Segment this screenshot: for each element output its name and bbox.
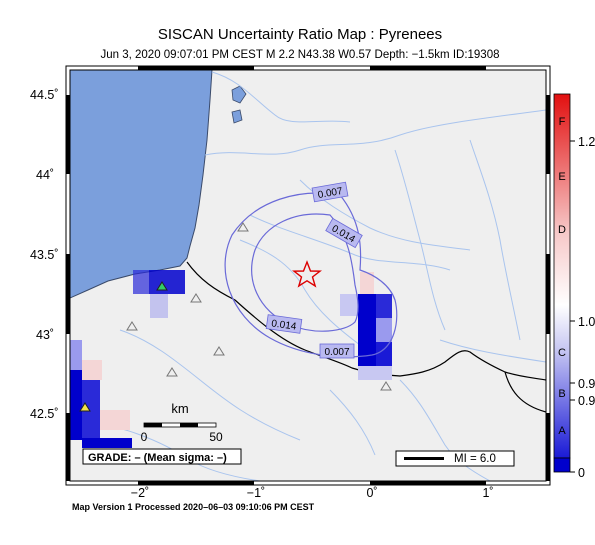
colorbar-letter: C <box>558 347 566 359</box>
scale-bar-right: 50 <box>209 430 223 444</box>
lon-tick-label: 1˚ <box>482 486 493 500</box>
lon-tick-label: 0˚ <box>366 486 377 500</box>
lat-tick-label: 42.5˚ <box>30 407 59 421</box>
colorbar-letter: A <box>558 425 566 437</box>
star-icon <box>292 260 322 288</box>
uncertainty-cells <box>70 270 392 448</box>
station-markers <box>79 222 392 412</box>
colorbar-zero-swatch <box>553 457 571 473</box>
scale-bar-left: 0 <box>141 430 148 444</box>
colorbar-letter: F <box>559 116 566 128</box>
lake-2 <box>231 109 243 124</box>
lat-tick-label: 43˚ <box>36 328 54 342</box>
cell <box>70 370 82 440</box>
contour-label-box <box>319 343 355 359</box>
lake-1 <box>231 85 247 104</box>
bay-of-biscay-sea <box>70 70 213 299</box>
lon-tick-label: −1˚ <box>247 486 265 500</box>
colorbar-value: 0 <box>578 466 585 480</box>
cell <box>358 366 392 380</box>
coastline-east <box>504 371 546 413</box>
colorbar-letter: B <box>558 388 565 400</box>
scale-bar: km 0 50 <box>141 401 223 444</box>
triangle-icon <box>126 321 138 331</box>
grade-box: GRADE: – (Mean sigma: –) <box>82 448 242 465</box>
cell <box>376 342 392 366</box>
triangle-icon <box>79 402 91 412</box>
map-frame <box>65 65 551 486</box>
cell <box>340 294 358 316</box>
triangle-icon <box>166 367 178 377</box>
contour-label-box <box>311 181 349 203</box>
contour-label: 0.007 <box>324 347 349 358</box>
triangle-icon <box>237 222 249 232</box>
contour-label: 0.014 <box>271 318 298 332</box>
colorbar-value: 1.0 <box>578 315 595 329</box>
cell <box>376 294 392 318</box>
colorbar-value: 1.2 <box>578 135 595 149</box>
triangle-icon <box>190 293 202 303</box>
cell <box>100 410 130 430</box>
cell <box>358 294 376 366</box>
rivers <box>79 71 546 481</box>
longitude-ticks: −2˚ −1˚ 0˚ 1˚ <box>131 486 494 500</box>
latitude-ticks: 44.5˚ 44˚ 43.5˚ 43˚ 42.5˚ <box>30 88 59 421</box>
colorbar: F E D C B A 1.2 1.0 0.9 0.9 0 <box>553 93 595 480</box>
cell <box>150 294 168 318</box>
lon-tick-label: −2˚ <box>131 486 149 500</box>
colorbar-letter: E <box>558 171 565 183</box>
map-subtitle: Jun 3, 2020 09:07:01 PM CEST M 2.2 N43.3… <box>100 49 499 61</box>
grade-text: GRADE: – (Mean sigma: –) <box>88 452 227 464</box>
contour-label-box <box>265 314 303 334</box>
country-border <box>186 261 546 381</box>
lat-tick-label: 43.5˚ <box>30 248 59 262</box>
map-title: SISCAN Uncertainty Ratio Map : Pyrenees <box>158 26 442 43</box>
colorbar-value: 0.9 <box>578 377 595 391</box>
triangle-icon <box>156 281 168 291</box>
cell <box>70 340 82 370</box>
colorbar-value: 0.9 <box>578 394 595 408</box>
scale-bar-title: km <box>171 401 188 416</box>
cell <box>82 438 132 448</box>
cell <box>82 380 100 440</box>
map-panel: 0.007 0.014 0.014 0.007 <box>70 70 546 481</box>
cell <box>82 360 102 380</box>
contour-label: 0.007 <box>317 186 344 201</box>
triangle-icon <box>380 381 392 391</box>
lat-tick-label: 44˚ <box>36 168 54 182</box>
triangle-icon <box>213 346 225 356</box>
cell <box>360 272 374 294</box>
mi-legend: MI = 6.0 <box>395 450 515 467</box>
cell <box>133 270 149 294</box>
cell <box>376 318 392 342</box>
contour-label-box <box>325 217 363 249</box>
colorbar-letter: D <box>558 224 566 236</box>
mi-legend-text: MI = 6.0 <box>454 453 496 465</box>
processing-footer: Map Version 1 Processed 2020–06–03 09:10… <box>72 502 315 512</box>
colorbar-gradient <box>553 93 571 459</box>
lat-tick-label: 44.5˚ <box>30 88 59 102</box>
